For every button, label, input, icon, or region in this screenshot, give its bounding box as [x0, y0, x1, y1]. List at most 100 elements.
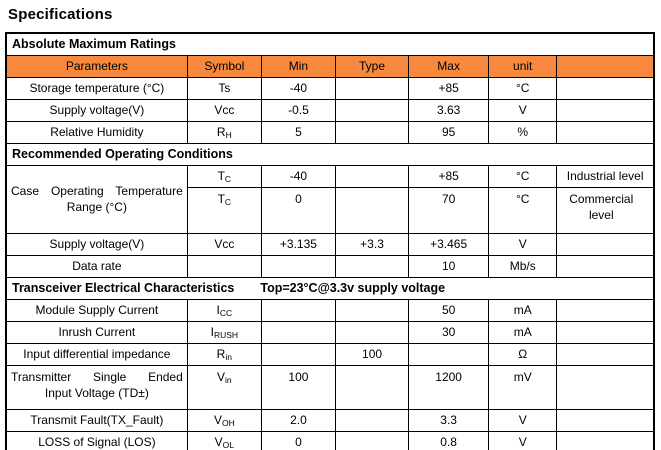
- max-cell: 0.8: [408, 430, 490, 450]
- type-cell: [334, 76, 410, 100]
- section-title: Absolute Maximum Ratings: [5, 32, 655, 56]
- table-row-data-rate: Data rate 10 Mb/s: [5, 254, 655, 278]
- max-cell: 10: [408, 254, 490, 278]
- column-header-extra: [556, 54, 655, 78]
- unit-cell: °C: [488, 164, 558, 188]
- max-cell: +85: [408, 76, 490, 100]
- table-row-relative-humidity: Relative Humidity RH 5 95 %: [5, 120, 655, 144]
- table-row-module-supply-current: Module Supply Current ICC 50 mA: [5, 298, 655, 322]
- param-line-1: Transmitter Single Ended: [11, 369, 183, 384]
- symbol-cell: Ts: [186, 76, 262, 100]
- symbol-cell: TC: [186, 164, 262, 188]
- column-header-min: Min: [260, 54, 336, 78]
- symbol-cell: Rin: [186, 342, 262, 366]
- min-cell: 2.0: [260, 408, 336, 432]
- unit-cell: mA: [488, 320, 558, 344]
- unit-cell: %: [488, 120, 558, 144]
- table-row-storage-temperature: Storage temperature (°C) Ts -40 +85 °C: [5, 76, 655, 100]
- param-cell: Transmit Fault(TX_Fault): [5, 408, 188, 432]
- param-cell: Supply voltage(V): [5, 98, 188, 122]
- symbol-cell: VOH: [186, 408, 262, 432]
- unit-cell: V: [488, 430, 558, 450]
- max-cell: 3.63: [408, 98, 490, 122]
- type-cell: [334, 186, 410, 234]
- unit-cell: °C: [488, 186, 558, 234]
- table-row-transmitter-input-voltage: Transmitter Single Ended Input Voltage (…: [5, 364, 655, 410]
- max-cell: 30: [408, 320, 490, 344]
- unit-cell: Mb/s: [488, 254, 558, 278]
- symbol-cell: TC: [186, 186, 262, 234]
- specifications-table: Absolute Maximum Ratings Parameters Symb…: [5, 32, 655, 450]
- type-cell: [334, 164, 410, 188]
- table-row-loss-of-signal: LOSS of Signal (LOS) VOL 0 0.8 V: [5, 430, 655, 450]
- min-cell: [260, 298, 336, 322]
- symbol-cell: IRUSH: [186, 320, 262, 344]
- section-header-recommended-operating-conditions: Recommended Operating Conditions: [5, 142, 655, 166]
- symbol-cell: Vin: [186, 364, 262, 410]
- unit-cell: V: [488, 232, 558, 256]
- min-cell: 5: [260, 120, 336, 144]
- table-row-input-diff-impedance: Input differential impedance Rin 100 Ω: [5, 342, 655, 366]
- symbol-cell: Vcc: [186, 232, 262, 256]
- note-cell: [556, 120, 655, 144]
- column-header-symbol: Symbol: [186, 54, 262, 78]
- note-cell: [556, 254, 655, 278]
- param-cell: Transmitter Single Ended Input Voltage (…: [5, 364, 188, 410]
- column-header-type: Type: [334, 54, 410, 78]
- unit-cell: mA: [488, 298, 558, 322]
- note-cell: Industrial level: [556, 164, 655, 188]
- table-row-case-temp-industrial: Case Operating Temperature Range (°C) TC…: [5, 164, 655, 234]
- type-cell: 100: [334, 342, 410, 366]
- min-cell: -40: [260, 76, 336, 100]
- symbol-cell: ICC: [186, 298, 262, 322]
- symbol-cell: VOL: [186, 430, 262, 450]
- min-cell: +3.135: [260, 232, 336, 256]
- unit-cell: Ω: [488, 342, 558, 366]
- column-header-unit: unit: [488, 54, 558, 78]
- section-title: Recommended Operating Conditions: [5, 142, 655, 166]
- table-row-supply-voltage-rec: Supply voltage(V) Vcc +3.135 +3.3 +3.465…: [5, 232, 655, 256]
- section-title: Transceiver Electrical Characteristics: [12, 280, 235, 295]
- min-cell: -0.5: [260, 98, 336, 122]
- min-cell: 0: [260, 186, 336, 234]
- table-row-case-temp-commercial: TC 0 70 °C Commercial level: [6, 186, 655, 234]
- param-line-1: Case Operating Temperature: [11, 184, 183, 199]
- param-cell: Supply voltage(V): [5, 232, 188, 256]
- max-cell: 1200: [408, 364, 490, 410]
- symbol-cell: Vcc: [186, 98, 262, 122]
- note-cell: [556, 298, 655, 322]
- max-cell: 70: [408, 186, 490, 234]
- param-line-2: Range (°C): [66, 200, 127, 215]
- min-cell: -40: [260, 164, 336, 188]
- min-cell: 0: [260, 430, 336, 450]
- page-title: Specifications: [8, 6, 113, 23]
- max-cell: +3.465: [408, 232, 490, 256]
- symbol-cell: [186, 254, 262, 278]
- note-cell: [556, 76, 655, 100]
- table-row-transmit-fault: Transmit Fault(TX_Fault) VOH 2.0 3.3 V: [5, 408, 655, 432]
- type-cell: [334, 320, 410, 344]
- note-cell: [556, 342, 655, 366]
- param-cell: LOSS of Signal (LOS): [5, 430, 188, 450]
- unit-cell: V: [488, 98, 558, 122]
- min-cell: [260, 320, 336, 344]
- max-cell: 50: [408, 298, 490, 322]
- note-cell: [556, 430, 655, 450]
- section-header-absolute-maximum-ratings: Absolute Maximum Ratings: [5, 32, 655, 56]
- param-cell: Case Operating Temperature Range (°C): [5, 164, 188, 234]
- min-cell: [260, 254, 336, 278]
- column-header-max: Max: [408, 54, 490, 78]
- type-cell: [334, 364, 410, 410]
- table-row-inrush-current: Inrush Current IRUSH 30 mA: [5, 320, 655, 344]
- column-header-parameters: Parameters: [5, 54, 188, 78]
- type-cell: [334, 254, 410, 278]
- type-cell: [334, 120, 410, 144]
- datasheet-page: { "title": "Specifications", "colors": {…: [0, 6, 661, 450]
- type-cell: [334, 430, 410, 450]
- note-cell: Commercial level: [556, 186, 655, 234]
- column-header-row: Parameters Symbol Min Type Max unit: [5, 54, 655, 78]
- type-cell: [334, 98, 410, 122]
- max-cell: [408, 342, 490, 366]
- type-cell: [334, 408, 410, 432]
- param-line-2: Input Voltage (TD±): [44, 386, 149, 401]
